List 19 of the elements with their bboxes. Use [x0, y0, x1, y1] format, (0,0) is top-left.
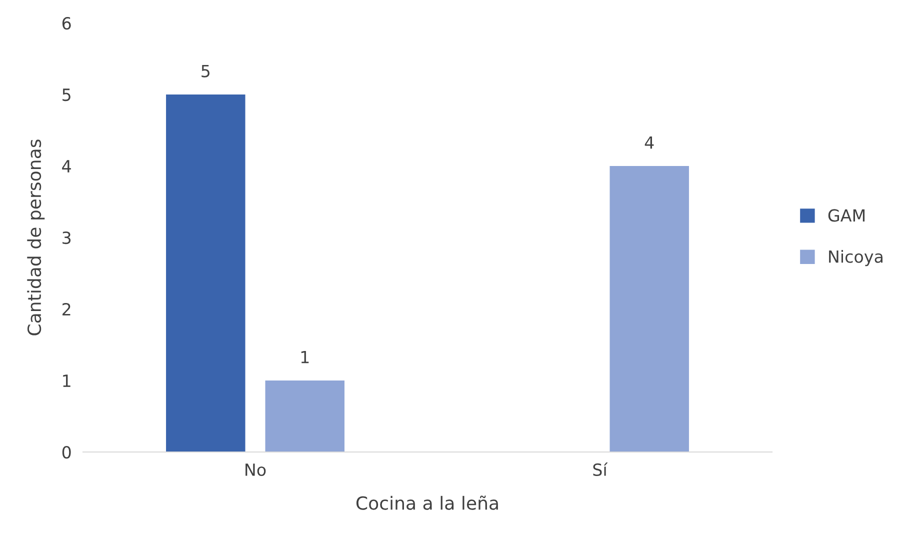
y-tick-label: 6	[62, 16, 71, 30]
y-tick-label: 0	[62, 446, 71, 459]
x-tick-label: Sí	[593, 462, 608, 476]
bar	[265, 380, 344, 452]
bar	[610, 166, 689, 452]
legend-label: Nicoya	[829, 250, 882, 266]
y-tick-label: 4	[62, 160, 71, 172]
bar	[166, 94, 246, 452]
y-tick-label: 2	[62, 302, 70, 316]
x-axis-title: Cocina a la leña	[356, 496, 498, 510]
data-label: 5	[202, 64, 210, 78]
y-tick-label: 1	[63, 374, 70, 387]
y-tick-label: 5	[62, 88, 70, 102]
data-label: 4	[644, 136, 654, 149]
data-label: 1	[301, 350, 309, 364]
y-axis-title: Cantidad de personas	[27, 140, 45, 336]
x-tick-label: No	[246, 464, 266, 476]
legend-label: GAM	[828, 209, 865, 222]
y-tick-label: 3	[62, 231, 71, 244]
